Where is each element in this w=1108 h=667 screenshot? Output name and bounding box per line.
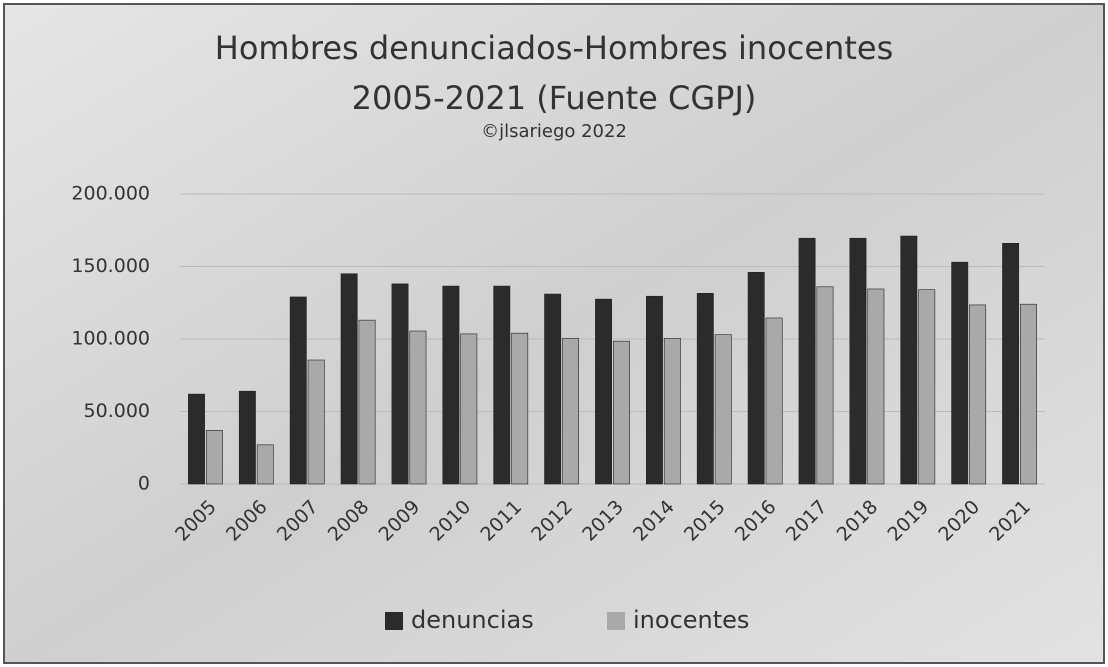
bar: [867, 288, 885, 485]
y-tick-label: 0: [138, 473, 150, 495]
chart-title: Hombres denunciados-Hombres inocentes: [215, 29, 893, 67]
y-tick-label: 150.000: [71, 255, 150, 277]
bar: [595, 298, 612, 485]
bar: [969, 304, 987, 485]
bar: [544, 293, 562, 485]
bar: [289, 296, 307, 485]
bar: [816, 286, 834, 485]
bar: [747, 271, 765, 485]
bar: [849, 237, 867, 485]
bar: [188, 393, 205, 485]
bar: [238, 390, 256, 485]
bar: [798, 237, 816, 485]
bar: [391, 283, 409, 485]
bar: [613, 340, 630, 485]
bar: [663, 337, 681, 485]
y-tick-label: 200.000: [71, 183, 150, 205]
bar: [900, 235, 918, 485]
bar: [562, 337, 580, 485]
bar: [696, 293, 714, 485]
bar: [205, 430, 223, 485]
legend-label: denuncias: [411, 606, 534, 634]
bar: [460, 333, 478, 485]
bar: [358, 319, 376, 485]
bar: [442, 285, 460, 485]
chart-title: 2005-2021 (Fuente CGPJ): [352, 79, 757, 117]
bar: [340, 273, 358, 485]
bar: [1020, 303, 1037, 485]
bar: [409, 330, 427, 485]
bar: [645, 295, 663, 485]
bar: [307, 359, 325, 485]
y-tick-label: 100.000: [71, 328, 150, 350]
bar: [714, 334, 732, 485]
bar: [1002, 243, 1020, 485]
chart-subtitle: ©jlsariego 2022: [481, 121, 627, 142]
legend-swatch: [385, 612, 403, 630]
bar: [511, 332, 529, 485]
legend-swatch: [607, 612, 625, 630]
bar: [256, 444, 274, 485]
legend-label: inocentes: [633, 606, 749, 634]
bar: [951, 261, 969, 485]
bar: [918, 289, 936, 485]
bar: [493, 285, 511, 485]
bar: [765, 317, 783, 485]
y-tick-label: 50.000: [84, 400, 150, 422]
